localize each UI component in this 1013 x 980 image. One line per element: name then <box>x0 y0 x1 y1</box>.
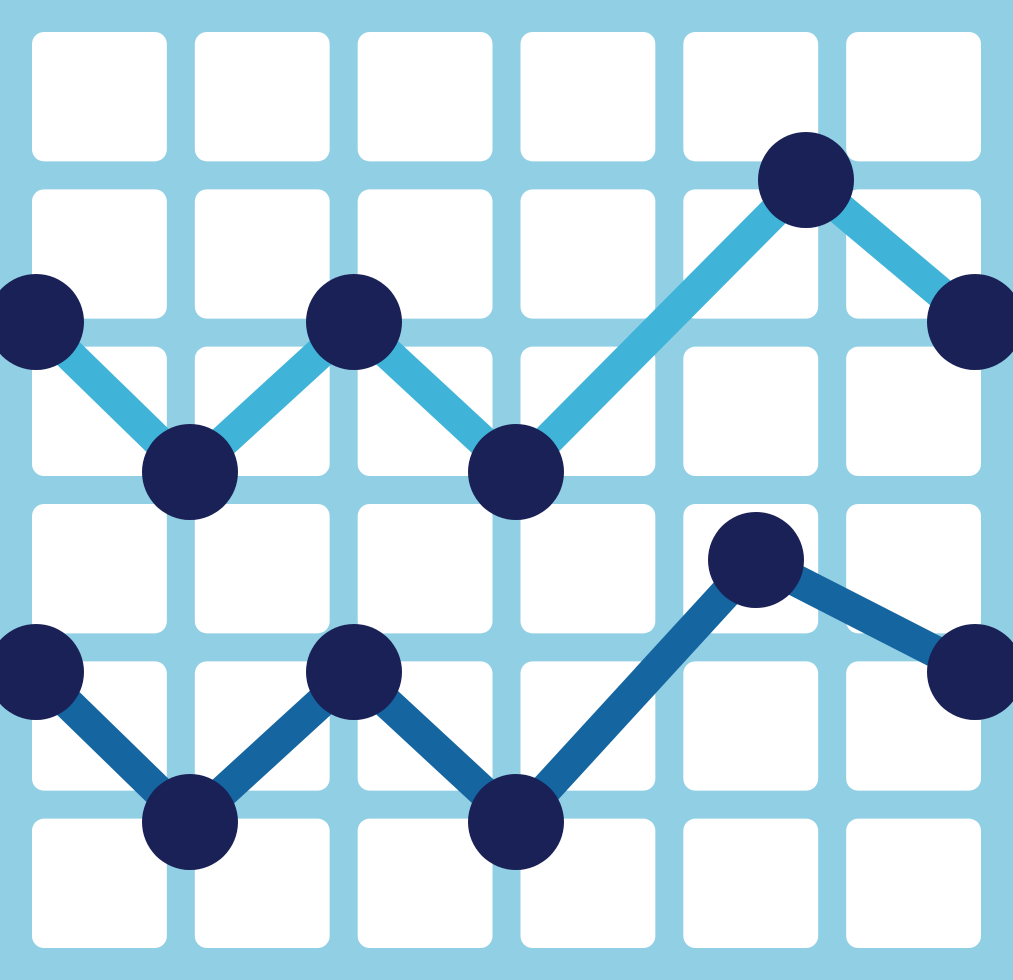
grid-cell <box>846 819 981 948</box>
data-point-series-bottom <box>142 774 238 870</box>
data-point-series-bottom <box>468 774 564 870</box>
grid-cell <box>358 504 493 633</box>
grid-cell <box>683 819 818 948</box>
data-point-series-top <box>306 274 402 370</box>
data-point-series-bottom <box>708 512 804 608</box>
grid-cell <box>195 32 330 161</box>
data-point-series-top <box>142 424 238 520</box>
grid-cell <box>358 32 493 161</box>
grid-cell <box>195 504 330 633</box>
data-point-series-top <box>758 132 854 228</box>
grid-cell <box>846 32 981 161</box>
grid-cell <box>32 504 167 633</box>
grid-cell <box>521 189 656 318</box>
grid-cell <box>521 504 656 633</box>
grid-cell <box>32 32 167 161</box>
data-point-series-top <box>468 424 564 520</box>
grid-cell <box>683 661 818 790</box>
grid-cell <box>195 189 330 318</box>
line-chart <box>0 0 1013 980</box>
grid-cell <box>683 347 818 476</box>
data-point-series-bottom <box>306 624 402 720</box>
grid-cell <box>521 32 656 161</box>
